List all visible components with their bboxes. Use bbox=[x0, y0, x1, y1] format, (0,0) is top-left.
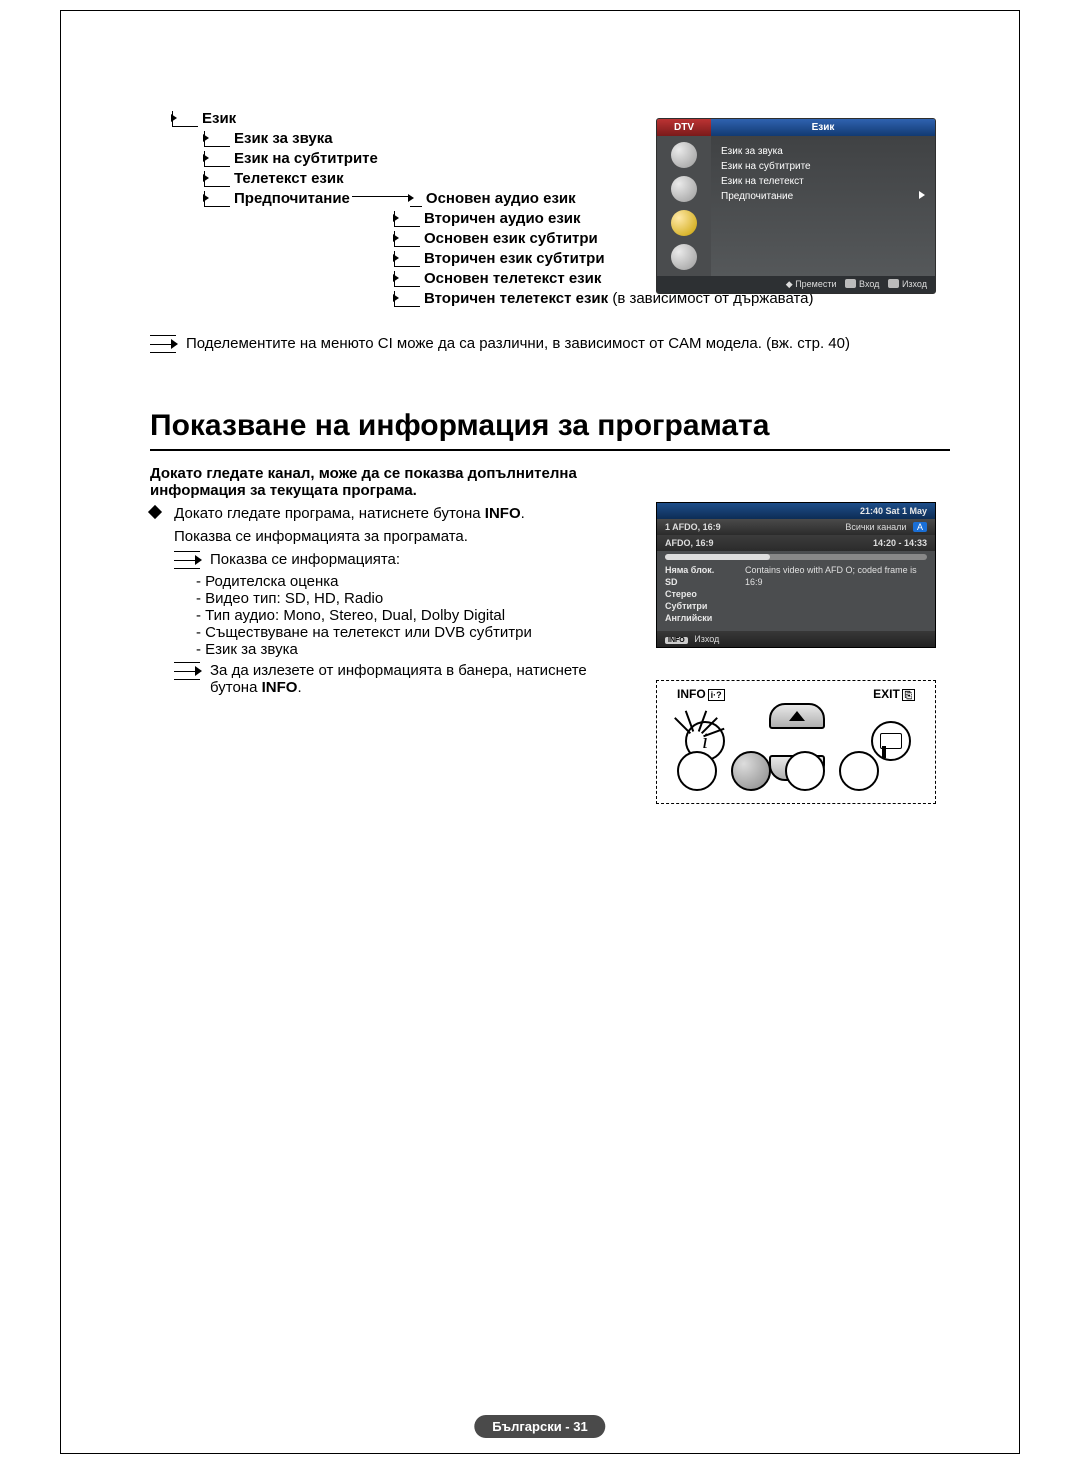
banner-time: 21:40 Sat 1 May bbox=[657, 503, 935, 519]
tree-arrow-icon bbox=[394, 271, 420, 287]
banner-description: Contains video with AFD O; coded frame i… bbox=[745, 565, 927, 625]
tree-arrow-icon bbox=[394, 231, 420, 247]
tree-subitem: Вторичен език субтитри bbox=[424, 250, 605, 267]
remote-info-text: INFO bbox=[677, 687, 706, 701]
osd-category-icon bbox=[671, 244, 697, 270]
banner-body: Няма блок. SD Стерео Субтитри Английски … bbox=[657, 561, 935, 631]
color-button bbox=[731, 751, 771, 791]
tree-arrow-icon bbox=[204, 171, 230, 187]
osd-menu-screenshot: DTV Език Език за звука Език на субтитрит… bbox=[656, 118, 936, 294]
note-icon bbox=[150, 335, 176, 353]
banner-program-name: AFDO, 16:9 bbox=[665, 538, 714, 548]
tree-subitem: Вторичен аудио език bbox=[424, 210, 581, 227]
osd-list: Език за звука Език на субтитрите Език на… bbox=[711, 136, 935, 276]
osd-category-icon bbox=[671, 142, 697, 168]
osd-footer-move: Премести bbox=[795, 279, 836, 289]
tree-arrow-icon bbox=[172, 111, 198, 127]
osd-footer: ◆ Премести Вход Изход bbox=[657, 276, 935, 293]
manual-page: Език Език за звука Език на субтитрите Те… bbox=[0, 0, 1080, 1464]
osd-icon-column bbox=[657, 136, 711, 276]
tree-item: Език на субтитрите bbox=[234, 150, 378, 167]
osd-category-icon-selected bbox=[671, 210, 697, 236]
banner-channel: 1 AFDO, 16:9 bbox=[665, 522, 721, 532]
tree-arrow-icon bbox=[394, 251, 420, 267]
dpad-up-icon bbox=[769, 703, 825, 729]
banner-timespan: 14:20 - 14:33 bbox=[873, 538, 927, 548]
banner-badge: A bbox=[913, 522, 927, 532]
color-button bbox=[677, 751, 717, 791]
tree-item: Телетекст език bbox=[234, 170, 344, 187]
banner-attributes: Няма блок. SD Стерео Субтитри Английски bbox=[665, 565, 735, 625]
info-chip-icon: INFO bbox=[665, 637, 688, 644]
osd-item-label: Език на телетекст bbox=[721, 176, 804, 187]
tree-subitem: Вторичен телетекст език bbox=[424, 290, 608, 307]
banner-allchannels-label: Всички канали bbox=[845, 522, 906, 532]
color-button bbox=[785, 751, 825, 791]
tree-arrow-icon bbox=[204, 151, 230, 167]
osd-item-label: Език на субтитрите bbox=[721, 161, 811, 172]
osd-dtv-badge: DTV bbox=[657, 119, 711, 136]
tree-arrow-icon bbox=[204, 131, 230, 147]
osd-category-icon bbox=[671, 176, 697, 202]
tree-item: Предпочитание bbox=[234, 190, 350, 207]
osd-body: Език за звука Език на субтитрите Език на… bbox=[657, 136, 935, 276]
osd-footer-exit: Изход bbox=[902, 279, 927, 289]
osd-item: Език за звука bbox=[721, 144, 925, 159]
banner-attr: Стерео bbox=[665, 589, 735, 599]
tree-arrow-icon bbox=[394, 291, 420, 307]
osd-item: Език на субтитрите bbox=[721, 159, 925, 174]
osd-footer-enter: Вход bbox=[859, 279, 879, 289]
banner-attr: Няма блок. bbox=[665, 565, 735, 575]
chevron-right-icon bbox=[919, 191, 925, 199]
banner-progress bbox=[665, 554, 927, 560]
osd-title: Език bbox=[711, 119, 935, 136]
banner-footer: INFO Изход bbox=[657, 631, 935, 647]
remote-color-buttons bbox=[677, 751, 879, 791]
banner-progress-fill bbox=[665, 554, 770, 560]
osd-header: DTV Език bbox=[657, 119, 935, 136]
tree-item: Език за звука bbox=[234, 130, 333, 147]
banner-row-channel: 1 AFDO, 16:9 Всички канали A bbox=[657, 519, 935, 535]
banner-attr: SD bbox=[665, 577, 735, 587]
tree-arrow-icon bbox=[394, 211, 420, 227]
tree-arrow-icon bbox=[204, 191, 230, 207]
tree-connector bbox=[352, 196, 408, 197]
info-banner-screenshot: 21:40 Sat 1 May 1 AFDO, 16:9 Всички кана… bbox=[656, 502, 936, 648]
remote-info-label: INFOi·? bbox=[677, 687, 725, 701]
banner-attr: Субтитри bbox=[665, 601, 735, 611]
tree-subitem: Основен телетекст език bbox=[424, 270, 601, 287]
osd-item: Език на телетекст bbox=[721, 174, 925, 189]
tree-subitem: Основен аудио език bbox=[426, 190, 576, 207]
osd-item: Предпочитание bbox=[721, 189, 925, 204]
tree-arrow-icon bbox=[410, 191, 422, 207]
remote-exit-label: EXIT⎘ bbox=[873, 687, 915, 701]
note-icon bbox=[174, 662, 200, 680]
exit-button-icon bbox=[888, 279, 899, 288]
color-button bbox=[839, 751, 879, 791]
page-number-badge: Български - 31 bbox=[474, 1415, 605, 1438]
osd-item-label: Език за звука bbox=[721, 146, 783, 157]
banner-attr: Английски bbox=[665, 613, 735, 623]
remote-exit-text: EXIT bbox=[873, 687, 900, 701]
note-icon bbox=[174, 551, 200, 569]
remote-illustration: INFOi·? EXIT⎘ i bbox=[656, 680, 936, 804]
tree-root: Език bbox=[202, 110, 236, 127]
enter-button-icon bbox=[845, 279, 856, 288]
tree-subitem: Основен език субтитри bbox=[424, 230, 598, 247]
banner-allchannels: Всички канали A bbox=[845, 522, 927, 532]
osd-item-label: Предпочитание bbox=[721, 191, 793, 202]
banner-footer-label: Изход bbox=[694, 634, 719, 644]
banner-row-program: AFDO, 16:9 14:20 - 14:33 bbox=[657, 535, 935, 551]
